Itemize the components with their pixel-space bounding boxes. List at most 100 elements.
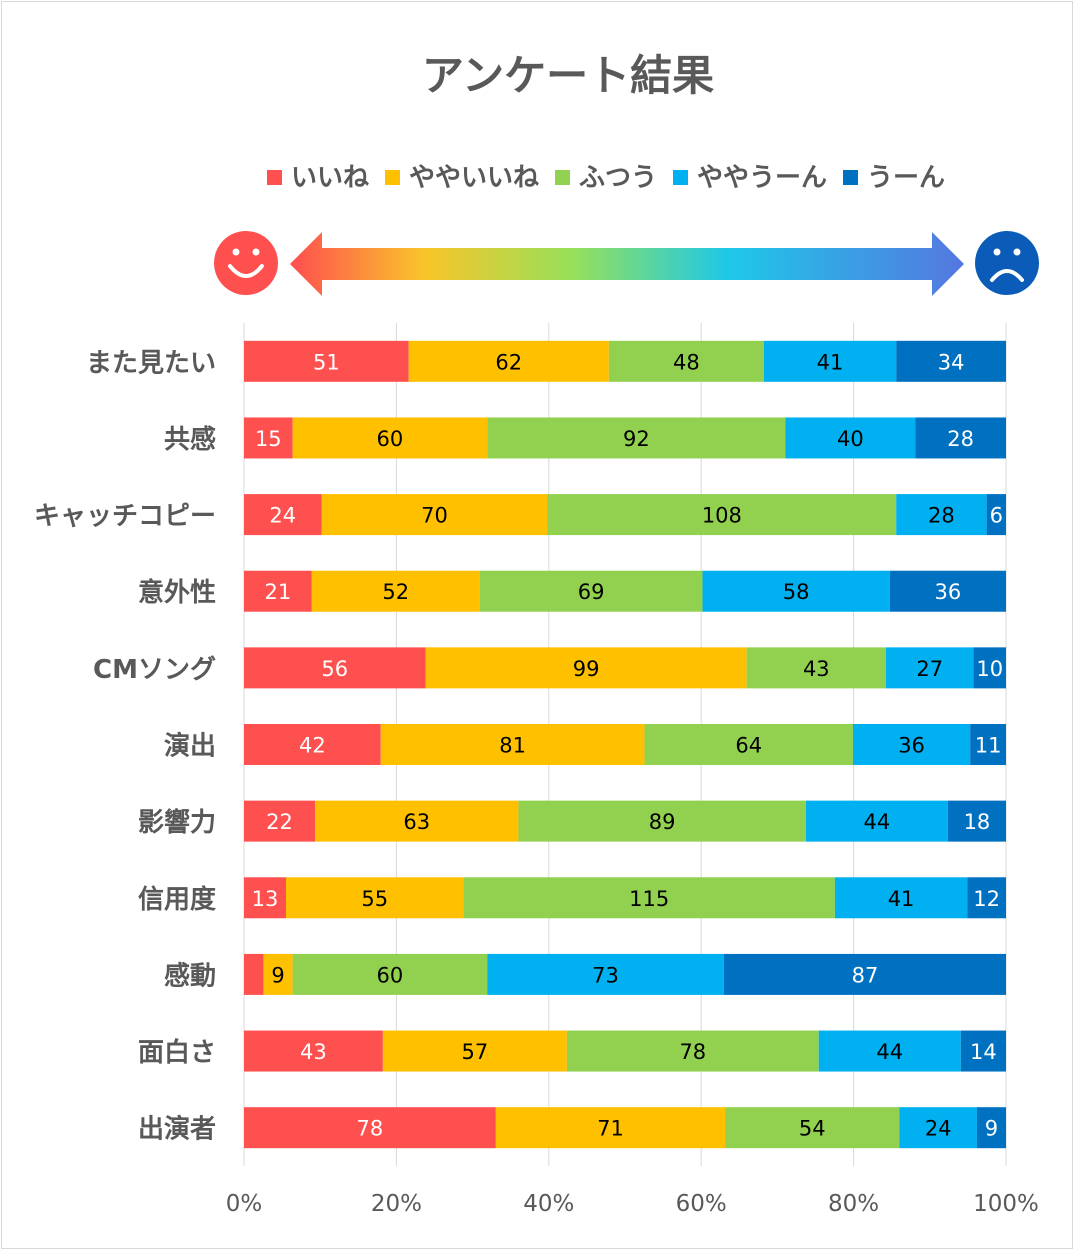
bar-segment (244, 724, 381, 765)
bar-segment (947, 800, 1006, 842)
bar-segment (886, 647, 974, 689)
data-label: 14 (970, 1040, 997, 1064)
bar-segment (896, 340, 1006, 382)
bar-segment (818, 1030, 961, 1072)
bar-segment (244, 877, 286, 919)
bar-segment (967, 877, 1006, 919)
bar-segment (805, 800, 948, 842)
bar-segment (960, 1030, 1006, 1072)
bar-segment (382, 1030, 567, 1072)
bar-segment (311, 570, 480, 612)
data-label: 56 (321, 657, 348, 681)
data-label: 43 (300, 1040, 327, 1064)
chart-title: アンケート結果 (422, 51, 714, 100)
data-label: 87 (852, 963, 879, 987)
bar-segment (285, 877, 464, 919)
bar-segment (315, 800, 519, 842)
bar-segment (479, 570, 703, 612)
data-label: 13 (252, 887, 279, 911)
bar-segment (425, 647, 747, 689)
data-label: 44 (863, 810, 890, 834)
data-label: 36 (898, 734, 925, 758)
category-label: 出演者 (138, 1114, 216, 1145)
bar-segment (915, 417, 1006, 459)
bar-segment (889, 570, 1006, 612)
data-label: 11 (975, 734, 1002, 758)
x-tick-label: 100% (973, 1191, 1039, 1217)
data-label: 9 (985, 1117, 998, 1141)
bar-segment (566, 1030, 819, 1072)
x-tick-label: 20% (371, 1191, 422, 1217)
bar-segment (608, 340, 764, 382)
bar-segment (896, 494, 987, 536)
bar-segment (495, 1107, 726, 1149)
legend-label: いいね (291, 163, 369, 193)
data-label: 78 (357, 1117, 384, 1141)
data-label: 108 (702, 504, 742, 528)
bar-segment (244, 1030, 383, 1072)
data-label: 64 (735, 734, 762, 758)
data-label: 71 (597, 1117, 624, 1141)
category-label: 共感 (164, 425, 216, 455)
legend-label: ややうーん (697, 163, 827, 193)
data-label: 6 (990, 504, 1003, 528)
data-label: 21 (265, 580, 292, 604)
bar-segment (463, 877, 835, 919)
data-label: 73 (592, 963, 619, 987)
data-label: 55 (361, 887, 388, 911)
x-tick-label: 80% (828, 1191, 879, 1217)
category-label: 信用度 (138, 884, 216, 915)
category-label: 影響力 (138, 807, 216, 838)
bar-segment (487, 953, 724, 995)
bar-segment (547, 494, 897, 536)
smiley-face-icon (214, 231, 278, 295)
bar-segment (408, 340, 609, 382)
data-label: 70 (421, 504, 448, 528)
category-label: 感動 (164, 961, 216, 991)
legend: いいね ややいいね ふつう ややうーん うーん (267, 163, 945, 193)
category-label: 演出 (164, 731, 216, 762)
legend-swatch (843, 170, 858, 185)
bar-segment (244, 953, 264, 995)
legend-swatch (267, 170, 282, 185)
x-tick-label: 0% (226, 1191, 263, 1217)
data-label: 43 (803, 657, 830, 681)
category-label: 意外性 (138, 577, 216, 608)
data-label: 18 (964, 810, 991, 834)
bar-segment (702, 570, 890, 612)
bar-segment (244, 647, 426, 689)
gradient-double-arrow-icon (290, 232, 964, 296)
bar-segment (852, 724, 971, 765)
data-label: 15 (255, 427, 282, 451)
data-label: 9 (271, 963, 284, 987)
data-label: 89 (649, 810, 676, 834)
data-label: 78 (679, 1040, 706, 1064)
bar-segment (785, 417, 916, 459)
x-axis-ticks: 0% 20% 40% 60% 80% 100% (226, 1191, 1039, 1217)
data-label: 63 (403, 810, 430, 834)
data-label: 62 (495, 350, 522, 374)
data-label: 22 (266, 810, 293, 834)
bar-segment (244, 494, 322, 536)
data-label: 41 (817, 350, 844, 374)
data-label: 52 (382, 580, 409, 604)
data-label: 28 (928, 504, 955, 528)
bar-segment (644, 724, 853, 765)
data-label: 10 (976, 657, 1003, 681)
data-label: 92 (623, 427, 650, 451)
bar-segment (244, 570, 312, 612)
bar-segment (487, 417, 786, 459)
data-label: 12 (973, 887, 1000, 911)
data-label: 60 (377, 963, 404, 987)
data-label: 54 (799, 1117, 826, 1141)
data-label: 115 (629, 887, 669, 911)
bar-segment (263, 953, 293, 995)
bar-segment (244, 800, 316, 842)
data-label: 34 (938, 350, 965, 374)
bar-segment (292, 953, 488, 995)
x-tick-label: 40% (523, 1191, 574, 1217)
bar-segment (244, 340, 409, 382)
legend-swatch (673, 170, 688, 185)
